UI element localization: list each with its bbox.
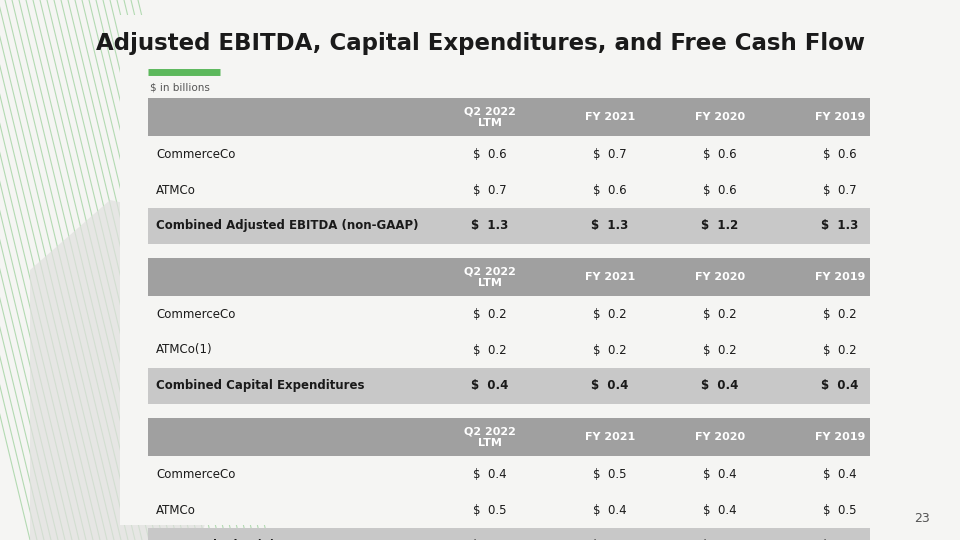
Text: $  0.4: $ 0.4 <box>703 503 737 516</box>
Text: $  0.2: $ 0.2 <box>593 343 627 356</box>
FancyBboxPatch shape <box>120 15 940 525</box>
Text: $  0.6: $ 0.6 <box>703 184 737 197</box>
Text: $  0.4: $ 0.4 <box>471 380 509 393</box>
Text: $ in billions: $ in billions <box>150 82 210 92</box>
Text: FY 2019: FY 2019 <box>815 272 865 282</box>
Text: $  0.4: $ 0.4 <box>823 468 857 481</box>
Polygon shape <box>30 200 260 540</box>
Text: $  0.4: $ 0.4 <box>702 380 738 393</box>
Text: Combined Capital Expenditures: Combined Capital Expenditures <box>156 380 365 393</box>
Text: $  1.3: $ 1.3 <box>822 219 858 233</box>
Text: $  0.7: $ 0.7 <box>823 184 857 197</box>
Text: $  0.4: $ 0.4 <box>593 503 627 516</box>
Text: $  0.2: $ 0.2 <box>823 343 857 356</box>
FancyBboxPatch shape <box>148 418 870 456</box>
Text: CommerceCo: CommerceCo <box>156 307 235 321</box>
Text: $  0.7: $ 0.7 <box>473 184 507 197</box>
Text: Q2 2022
LTM: Q2 2022 LTM <box>464 106 516 128</box>
Text: FY 2021: FY 2021 <box>585 112 636 122</box>
Text: FY 2020: FY 2020 <box>695 432 745 442</box>
Text: $  0.2: $ 0.2 <box>703 307 737 321</box>
Text: $  0.2: $ 0.2 <box>473 307 507 321</box>
Text: Combined Adjusted EBITDA (non-GAAP): Combined Adjusted EBITDA (non-GAAP) <box>156 219 419 233</box>
Text: $  0.6: $ 0.6 <box>473 147 507 160</box>
FancyBboxPatch shape <box>148 208 870 244</box>
Text: FY 2019: FY 2019 <box>815 432 865 442</box>
FancyBboxPatch shape <box>148 98 870 136</box>
Text: ATMCo(1): ATMCo(1) <box>156 343 212 356</box>
Text: Q2 2022
LTM: Q2 2022 LTM <box>464 426 516 448</box>
Text: ATMCo: ATMCo <box>156 503 196 516</box>
Text: Adjusted EBITDA, Capital Expenditures, and Free Cash Flow: Adjusted EBITDA, Capital Expenditures, a… <box>95 32 865 55</box>
Text: $  0.5: $ 0.5 <box>593 468 627 481</box>
Text: Q2 2022
LTM: Q2 2022 LTM <box>464 266 516 288</box>
Text: $  0.6: $ 0.6 <box>823 147 857 160</box>
Text: $  0.2: $ 0.2 <box>703 343 737 356</box>
Text: $  0.2: $ 0.2 <box>823 307 857 321</box>
Text: FY 2020: FY 2020 <box>695 112 745 122</box>
Text: $  0.6: $ 0.6 <box>703 147 737 160</box>
Text: $  0.7: $ 0.7 <box>593 147 627 160</box>
Text: CommerceCo: CommerceCo <box>156 147 235 160</box>
Text: $  0.4: $ 0.4 <box>822 380 858 393</box>
Text: $  0.4: $ 0.4 <box>703 468 737 481</box>
Text: $  0.4: $ 0.4 <box>591 380 629 393</box>
Text: FY 2019: FY 2019 <box>815 112 865 122</box>
FancyBboxPatch shape <box>148 258 870 296</box>
Text: FY 2021: FY 2021 <box>585 272 636 282</box>
FancyBboxPatch shape <box>148 528 870 540</box>
Text: $  0.4: $ 0.4 <box>473 468 507 481</box>
Text: $  0.6: $ 0.6 <box>593 184 627 197</box>
Text: $  0.5: $ 0.5 <box>824 503 856 516</box>
Text: $  1.2: $ 1.2 <box>702 219 738 233</box>
Text: $  0.2: $ 0.2 <box>473 343 507 356</box>
Text: ATMCo: ATMCo <box>156 184 196 197</box>
Text: FY 2020: FY 2020 <box>695 272 745 282</box>
Text: CommerceCo: CommerceCo <box>156 468 235 481</box>
Text: $  0.5: $ 0.5 <box>473 503 507 516</box>
FancyBboxPatch shape <box>148 368 870 404</box>
Text: 23: 23 <box>914 512 930 525</box>
Text: $  1.3: $ 1.3 <box>591 219 629 233</box>
Text: $  0.2: $ 0.2 <box>593 307 627 321</box>
Text: FY 2021: FY 2021 <box>585 432 636 442</box>
Text: $  1.3: $ 1.3 <box>471 219 509 233</box>
